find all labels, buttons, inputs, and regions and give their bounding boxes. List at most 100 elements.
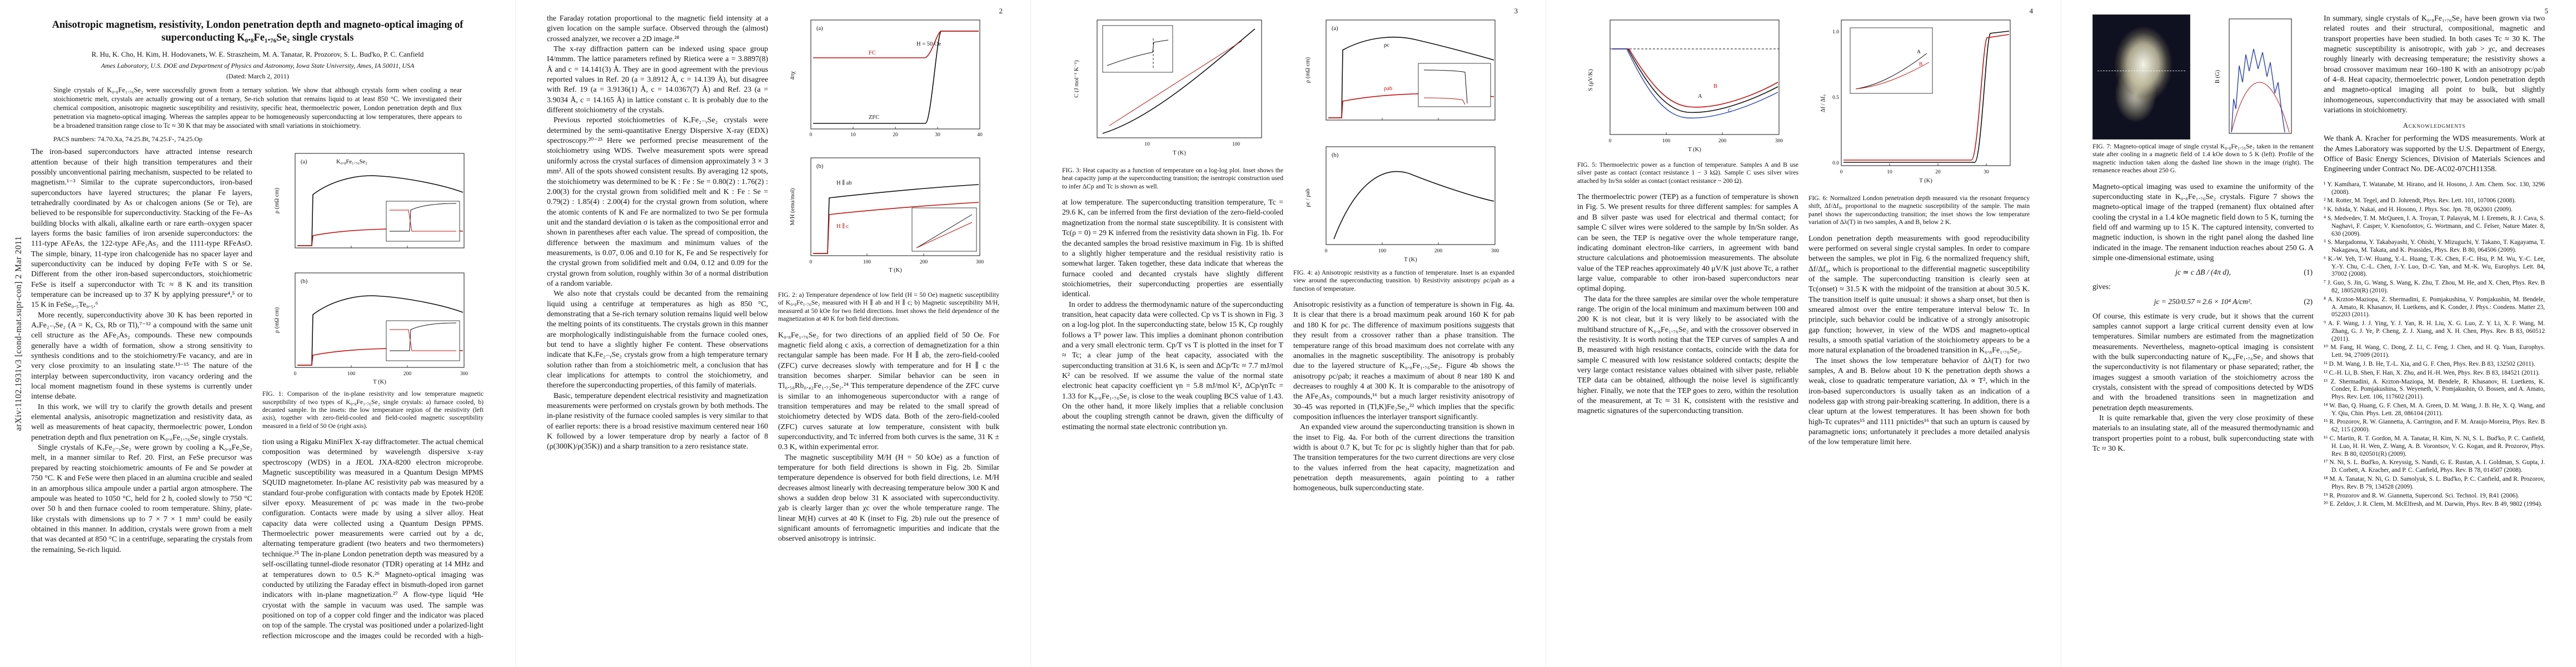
tick-label: 300 [460, 371, 469, 377]
body-paragraph: K₀.₈Fe₁.₇₆Se₂ for two directions of an a… [778, 330, 999, 451]
tick-label: 100 [1662, 138, 1671, 144]
equation-1-number: (1) [2304, 268, 2313, 277]
body-paragraph: at low temperature. The superconducting … [1062, 198, 1283, 298]
body-paragraph: Magneto-optical imaging was used to exam… [2092, 182, 2314, 262]
page-1: arXiv:1102.1931v3 [cond-mat.supr-con] 2 … [0, 0, 515, 667]
body-paragraph: The data for the three samples are simil… [1577, 294, 1798, 415]
body-paragraph: the Faraday rotation proportional to the… [547, 14, 768, 43]
y-axis-label: 4πχ [790, 71, 796, 80]
tick-label: 10 [1887, 170, 1892, 175]
page-2-left-column: the Faraday rotation proportional to the… [547, 13, 768, 635]
tick-label: 0 [810, 132, 813, 138]
panel-b-label: (b) [301, 278, 308, 285]
body-paragraph: The iron-based superconductors have attr… [31, 147, 252, 309]
reference-entry: ¹⁹ R. Prozorov and R. W. Giannetta, Supe… [2324, 492, 2519, 499]
tick-label: 300 [1775, 138, 1783, 144]
y-axis-label: Δf / Δf₀ [1820, 94, 1826, 112]
zfc-label: ZFC [869, 115, 879, 121]
mh-c-curve [813, 202, 979, 254]
page-3-right-column: (a) ρc ρab ρ (mΩ cm) (b) ρc / ρab 0 100 … [1293, 13, 1514, 635]
inset-transition [1418, 63, 1491, 107]
tick-label: 200 [1434, 248, 1443, 254]
y-axis-label: ρ (mΩ cm) [274, 188, 280, 214]
equation-2-number: (2) [2304, 297, 2313, 306]
reference-entry: ¹⁷ N. Ni, S. L. Bud'ko, A. Kreyssig, S. … [2324, 459, 2545, 474]
tep-curve-a [1612, 48, 1778, 113]
resistivity-curve-a [297, 175, 464, 246]
page-5-columns: B (G) FIG. 7: Magneto-optical image of s… [2092, 13, 2545, 635]
figure-6-caption: FIG. 6: Normalized London penetration de… [1808, 195, 2030, 226]
equation-2: jc = 250/0.57 ≈ 2.6 × 10⁴ A/cm². (2) [2092, 297, 2314, 306]
reference-entry: ⁷ J. Guo, S. Jin, G. Wang, S. Wang, K. Z… [2324, 280, 2545, 294]
mh-ab-curve [813, 184, 979, 254]
page-4: 4 A B C S (μV/K) 0 [1546, 0, 2061, 667]
page-3-left-column: C (J mol⁻¹ K⁻¹) 10 100 T (K) FIG. 3: Hea… [1062, 13, 1283, 635]
tick-label: 1.0 [1832, 29, 1839, 35]
paper-title: Anisotropic magnetism, resistivity, Lond… [52, 19, 464, 44]
page-number: 3 [1514, 7, 1518, 15]
y-axis-label: S (μV/K) [1588, 69, 1594, 91]
sample-b-label: B [1713, 83, 1717, 89]
tick-label: 10 [850, 132, 856, 138]
induction-profile [2231, 48, 2285, 133]
reference-entry: ² M. Rotter, M. Tegel, and D. Johrendt, … [2324, 197, 2516, 205]
body-paragraph: Single crystals of KₓFe₂₋ᵧSe₂ were grown… [31, 443, 252, 554]
reference-entry: ⁶ K.-W. Yeh, T.-W. Huang, Y.-L. Huang, T… [2324, 255, 2545, 278]
tick-label: 100 [1378, 248, 1387, 254]
reference-entry: ⁵ S. Margadonna, Y. Takabayashi, Y. Ohis… [2324, 239, 2545, 254]
reference-entry: ¹⁸ M. A. Tanatar, N. Ni, G. D. Samolyuk,… [2324, 475, 2545, 490]
page-3-columns: C (J mol⁻¹ K⁻¹) 10 100 T (K) FIG. 3: Hea… [1062, 13, 1514, 635]
page-number: 2 [999, 7, 1003, 15]
sample-c-label: C [1728, 108, 1732, 114]
figure-2-caption: FIG. 2: a) Temperature dependence of low… [778, 291, 999, 323]
equation-2-body: jc = 250/0.57 ≈ 2.6 × 10⁴ A/cm². [2154, 297, 2253, 306]
tick-label: 10 [1144, 142, 1150, 147]
page-2-columns: the Faraday rotation proportional to the… [547, 13, 999, 635]
page-4-columns: A B C S (μV/K) 0 100 200 300 T (K) FIG. … [1577, 13, 2030, 635]
inset-cp-jump [1102, 25, 1173, 73]
tick-label: 0 [1609, 138, 1612, 144]
arxiv-stamp: arXiv:1102.1931v3 [cond-mat.supr-con] 2 … [14, 236, 23, 431]
body-paragraph: In summary, single crystals of K₀.₈Fe₁.₇… [2324, 14, 2545, 115]
panel-a-label: (a) [301, 159, 307, 165]
x-axis-label: T (K) [373, 379, 386, 385]
fc-curve [813, 31, 979, 58]
tick-label: 100 [1232, 142, 1240, 147]
y-axis-label: B (G) [2215, 69, 2221, 83]
reference-entry: ¹³ Z. Shermadini, A. Krzton-Maziopa, M. … [2324, 378, 2545, 401]
tick-label: 0 [810, 260, 813, 265]
figure-2: (a) ZFC FC H = 50 Oe 4πχ 0 10 20 30 40 [778, 14, 999, 323]
fc-label: FC [869, 50, 876, 56]
anisotropy-curve [1333, 171, 1494, 240]
rho-c-label: ρc [1384, 42, 1389, 48]
tick-label: 20 [1935, 170, 1941, 175]
equation-1: jc ≃ c ΔB / (4π d), (1) [2092, 268, 2314, 277]
y-axis-label: M/H (emu/mol) [790, 188, 796, 225]
author-list: R. Hu, K. Cho, H. Kim, H. Hodovanets, W.… [91, 50, 424, 59]
h-ab-label: H ∥ ab [836, 180, 852, 186]
sample-label: K₀.₈Fe₁.₇₆Se₂ [336, 159, 367, 165]
tick-label: 100 [863, 260, 871, 265]
reference-entry: ¹⁶ C. Martin, R. T. Gordon, M. A. Tanata… [2324, 435, 2545, 457]
reference-entry: ¹¹ D. M. Wang, J. B. He, T.-L. Xia, and … [2324, 361, 2535, 367]
tick-label: 30 [1984, 170, 1989, 175]
tick-label: 200 [1718, 138, 1727, 144]
reference-entry: ⁸ A. Krzton-Maziopa, Z. Shermadini, E. P… [2324, 296, 2545, 318]
figure-6-plot: A B Δf / Δf₀ 1.0 0.5 0.0 0 10 20 30 T (K… [1820, 19, 2011, 184]
reference-entry: ²⁰ E. Zeldov, J. R. Clem, M. McElfresh, … [2324, 501, 2543, 508]
panel-a-label: (a) [816, 26, 823, 32]
figure-1-caption: FIG. 1: Comparison of the in-plane resis… [262, 390, 484, 430]
panel-a-label: (a) [1332, 26, 1338, 32]
panel-b-label: (b) [816, 163, 824, 170]
page-2: 2 the Faraday rotation proportional to t… [515, 0, 1030, 667]
reference-entry: ³ K. Ishida, Y. Nakai, and H. Hosono, J.… [2324, 206, 2513, 213]
rho-ab-label: ρab [1384, 86, 1392, 92]
reference-entry: ¹⁴ W. Bao, Q. Huang, G. F. Chen, M. A. G… [2324, 402, 2545, 417]
figure-7-caption: FIG. 7: Magneto-optical image of single … [2092, 143, 2314, 175]
figure-7: B (G) FIG. 7: Magneto-optical image of s… [2092, 14, 2314, 175]
x-axis-label: T (K) [889, 267, 902, 273]
figure-5: A B C S (μV/K) 0 100 200 300 T (K) FIG. … [1577, 14, 1798, 185]
figure-5-plot: A B C S (μV/K) 0 100 200 300 T (K) [1588, 19, 1783, 153]
body-paragraph: Previous reported stoichiometries of KₓF… [547, 116, 768, 287]
